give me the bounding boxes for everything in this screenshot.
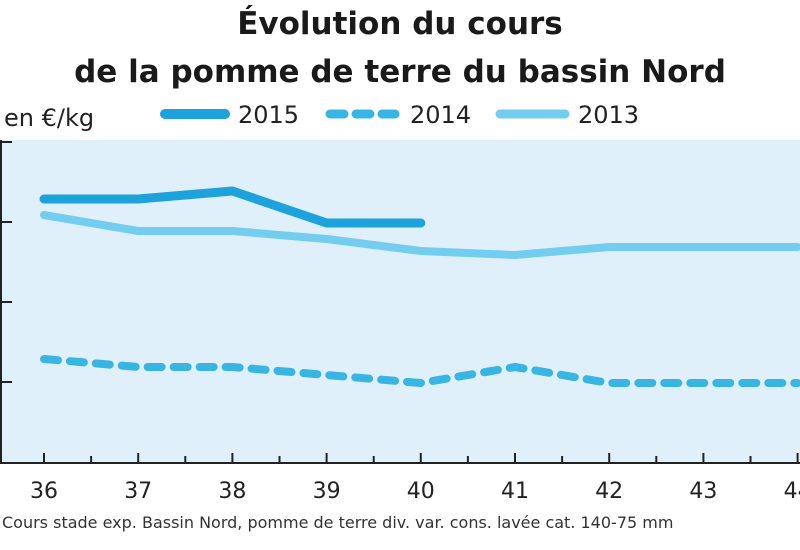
legend: 2015 2014 2013 <box>160 101 639 129</box>
x-tick-label: 44 <box>784 479 800 504</box>
chart-subtitle: de la pomme de terre du bassin Nord <box>74 54 726 90</box>
x-tick-label: 43 <box>689 479 717 504</box>
series-line-2015 <box>39 186 426 228</box>
x-tick-label: 41 <box>501 479 529 504</box>
series-line-2014 <box>40 355 800 387</box>
axes-layer <box>0 140 800 464</box>
series-layer <box>39 186 800 387</box>
legend-label-2013: 2013 <box>578 101 639 129</box>
x-tick-labels: 36 37 38 39 40 41 42 43 44 <box>30 479 800 504</box>
x-tick-label: 38 <box>218 479 246 504</box>
legend-label-2014: 2014 <box>410 101 471 129</box>
plot-background <box>0 140 800 463</box>
series-line-2013 <box>40 211 800 259</box>
x-tick-label: 36 <box>30 479 58 504</box>
x-tick-label: 39 <box>313 479 341 504</box>
x-tick-label: 40 <box>407 479 435 504</box>
x-tick-label: 42 <box>595 479 623 504</box>
chart-title: Évolution du cours <box>237 6 563 42</box>
x-tick-label: 37 <box>124 479 152 504</box>
legend-label-2015: 2015 <box>238 101 299 129</box>
unit-label: en €/kg <box>4 104 94 132</box>
source-note: Cours stade exp. Bassin Nord, pomme de t… <box>2 513 673 532</box>
